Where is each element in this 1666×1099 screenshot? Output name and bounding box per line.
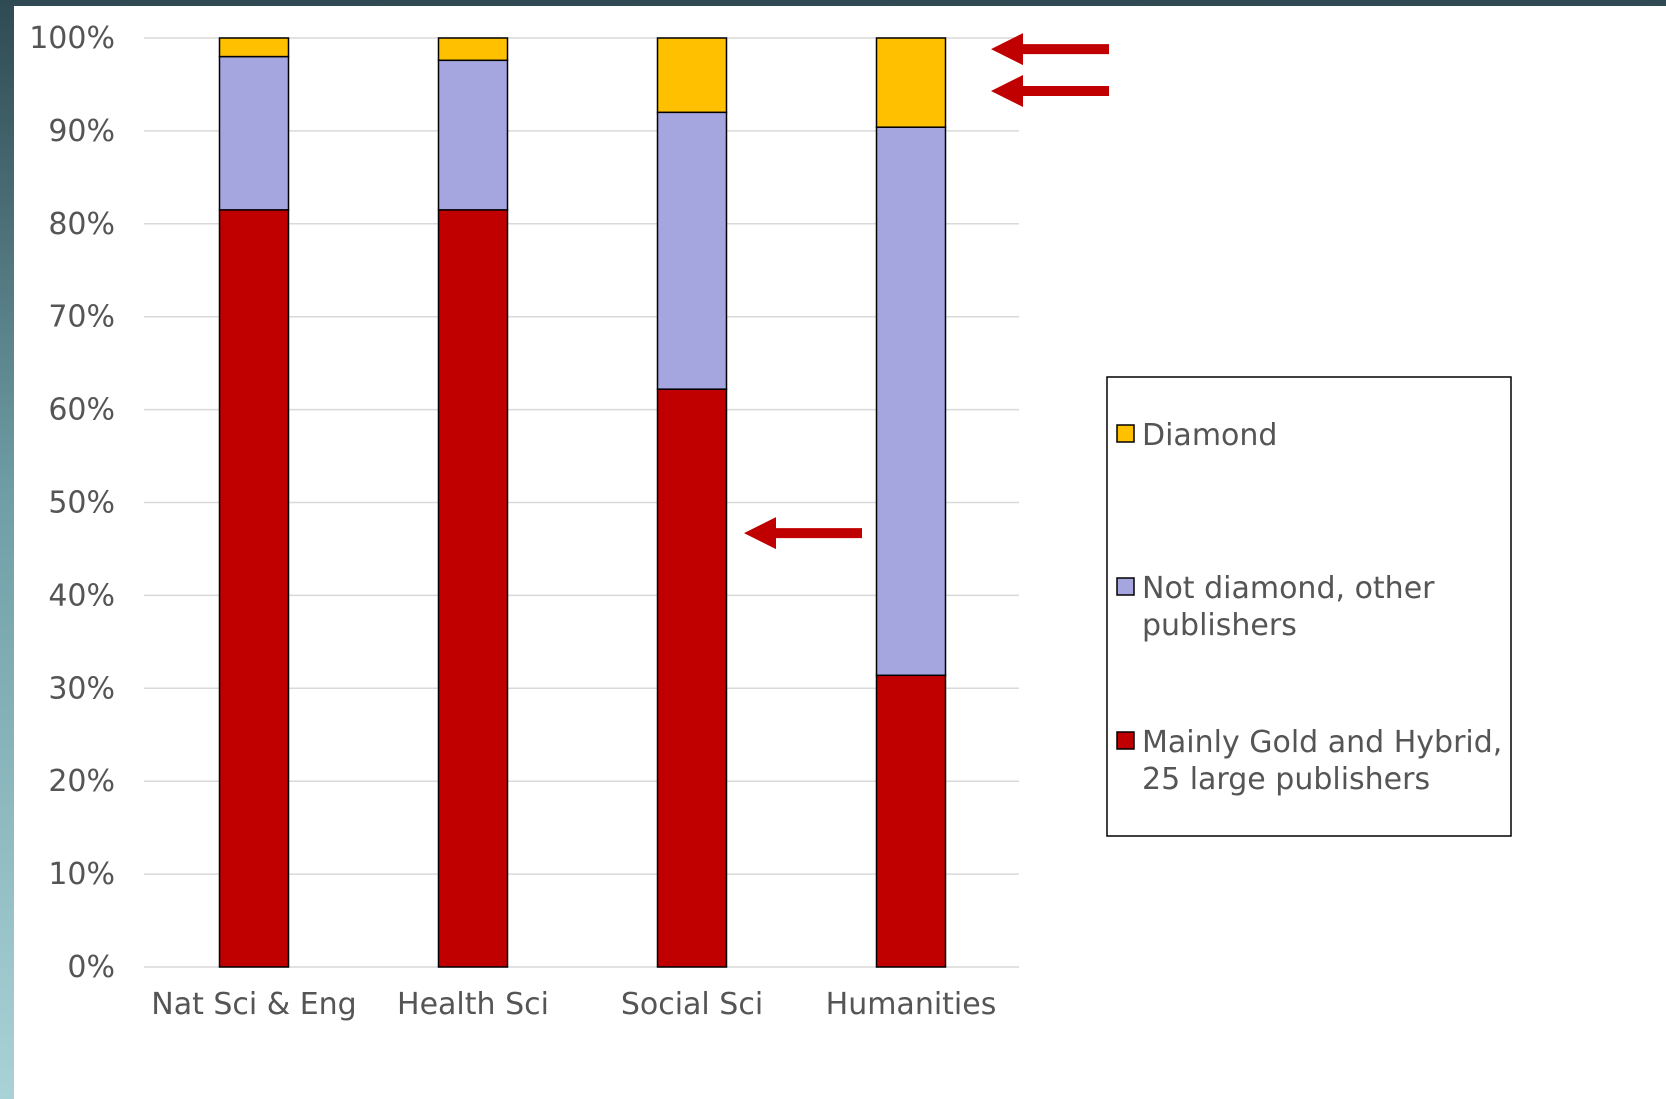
y-tick-label: 90% [48, 114, 115, 149]
annotation-arrow-head [991, 33, 1023, 66]
x-tick-label: Humanities [826, 987, 997, 1022]
annotation-arrow-head [991, 74, 1023, 107]
annotation-arrow-head [744, 517, 776, 550]
y-tick-label: 70% [48, 300, 115, 335]
y-tick-label: 60% [48, 393, 115, 428]
bar-segment [656, 388, 728, 968]
legend-label: Not diamond, other [1142, 571, 1435, 606]
bar-segment [437, 37, 509, 62]
legend-label: Mainly Gold and Hybrid, [1142, 725, 1502, 760]
bar-segment [218, 55, 290, 211]
legend-label: publishers [1142, 608, 1297, 643]
bar-segment [218, 37, 290, 58]
y-tick-label: 100% [29, 21, 115, 56]
legend-swatch [1116, 424, 1135, 443]
y-tick-label: 10% [48, 857, 115, 892]
y-tick-label: 0% [67, 950, 115, 985]
bar-segment [656, 111, 728, 390]
legend-swatch [1116, 731, 1135, 750]
x-tick-label: Social Sci [621, 987, 763, 1022]
legend-box [1106, 376, 1512, 837]
chart-frame: 0% 10% 20% 30% 40% 50% 60% 70% 80% 90% 100% Nat Sci… [14, 6, 1666, 1099]
x-tick-label: Nat Sci & Eng [151, 987, 356, 1022]
bar-segment [656, 37, 728, 114]
bar-segment [437, 209, 509, 968]
y-tick-label: 20% [48, 764, 115, 799]
bar-segment [875, 674, 947, 968]
bar-segment [218, 209, 290, 968]
legend-label: Diamond [1142, 418, 1277, 453]
bar-segment [437, 59, 509, 211]
legend-swatch [1116, 577, 1135, 596]
bar-segment [875, 37, 947, 128]
y-tick-label: 30% [48, 671, 115, 706]
bar-segment [875, 126, 947, 677]
y-tick-label: 50% [48, 486, 115, 521]
y-tick-label: 80% [48, 207, 115, 242]
legend-label: 25 large publishers [1142, 762, 1430, 797]
stacked-bar-chart: 0% 10% 20% 30% 40% 50% 60% 70% 80% 90% 100% Nat Sci… [29, 21, 1512, 1022]
y-tick-label: 40% [48, 578, 115, 613]
x-tick-label: Health Sci [397, 987, 549, 1022]
